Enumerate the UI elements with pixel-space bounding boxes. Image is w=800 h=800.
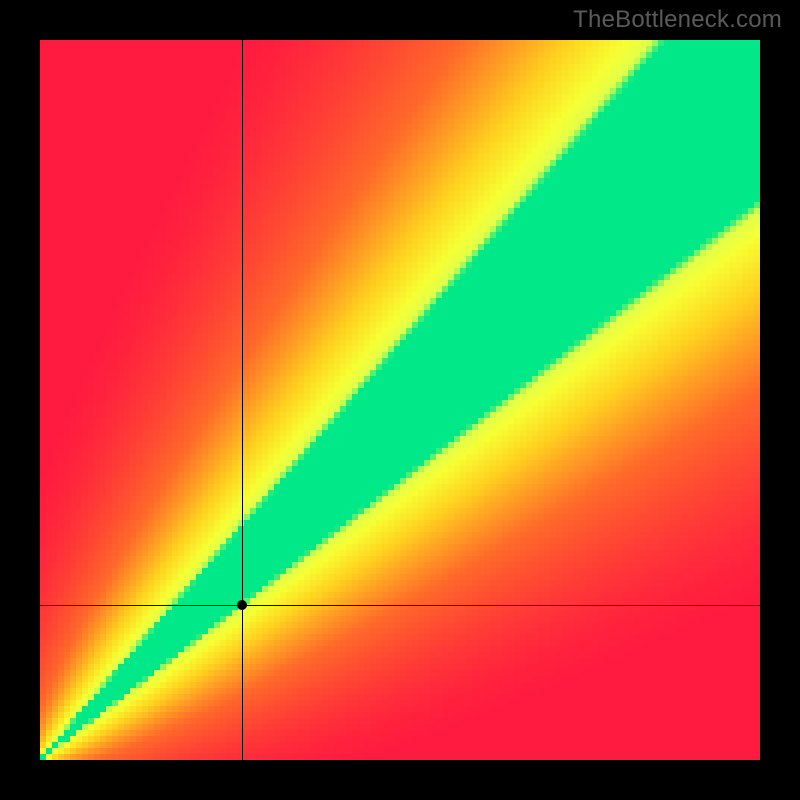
watermark-text: TheBottleneck.com (573, 6, 782, 34)
marker-dot (237, 600, 247, 610)
plot-area (40, 40, 760, 760)
crosshair-horizontal (40, 605, 760, 606)
figure-container: TheBottleneck.com (0, 0, 800, 800)
heatmap-canvas (40, 40, 760, 760)
crosshair-vertical (242, 40, 243, 760)
